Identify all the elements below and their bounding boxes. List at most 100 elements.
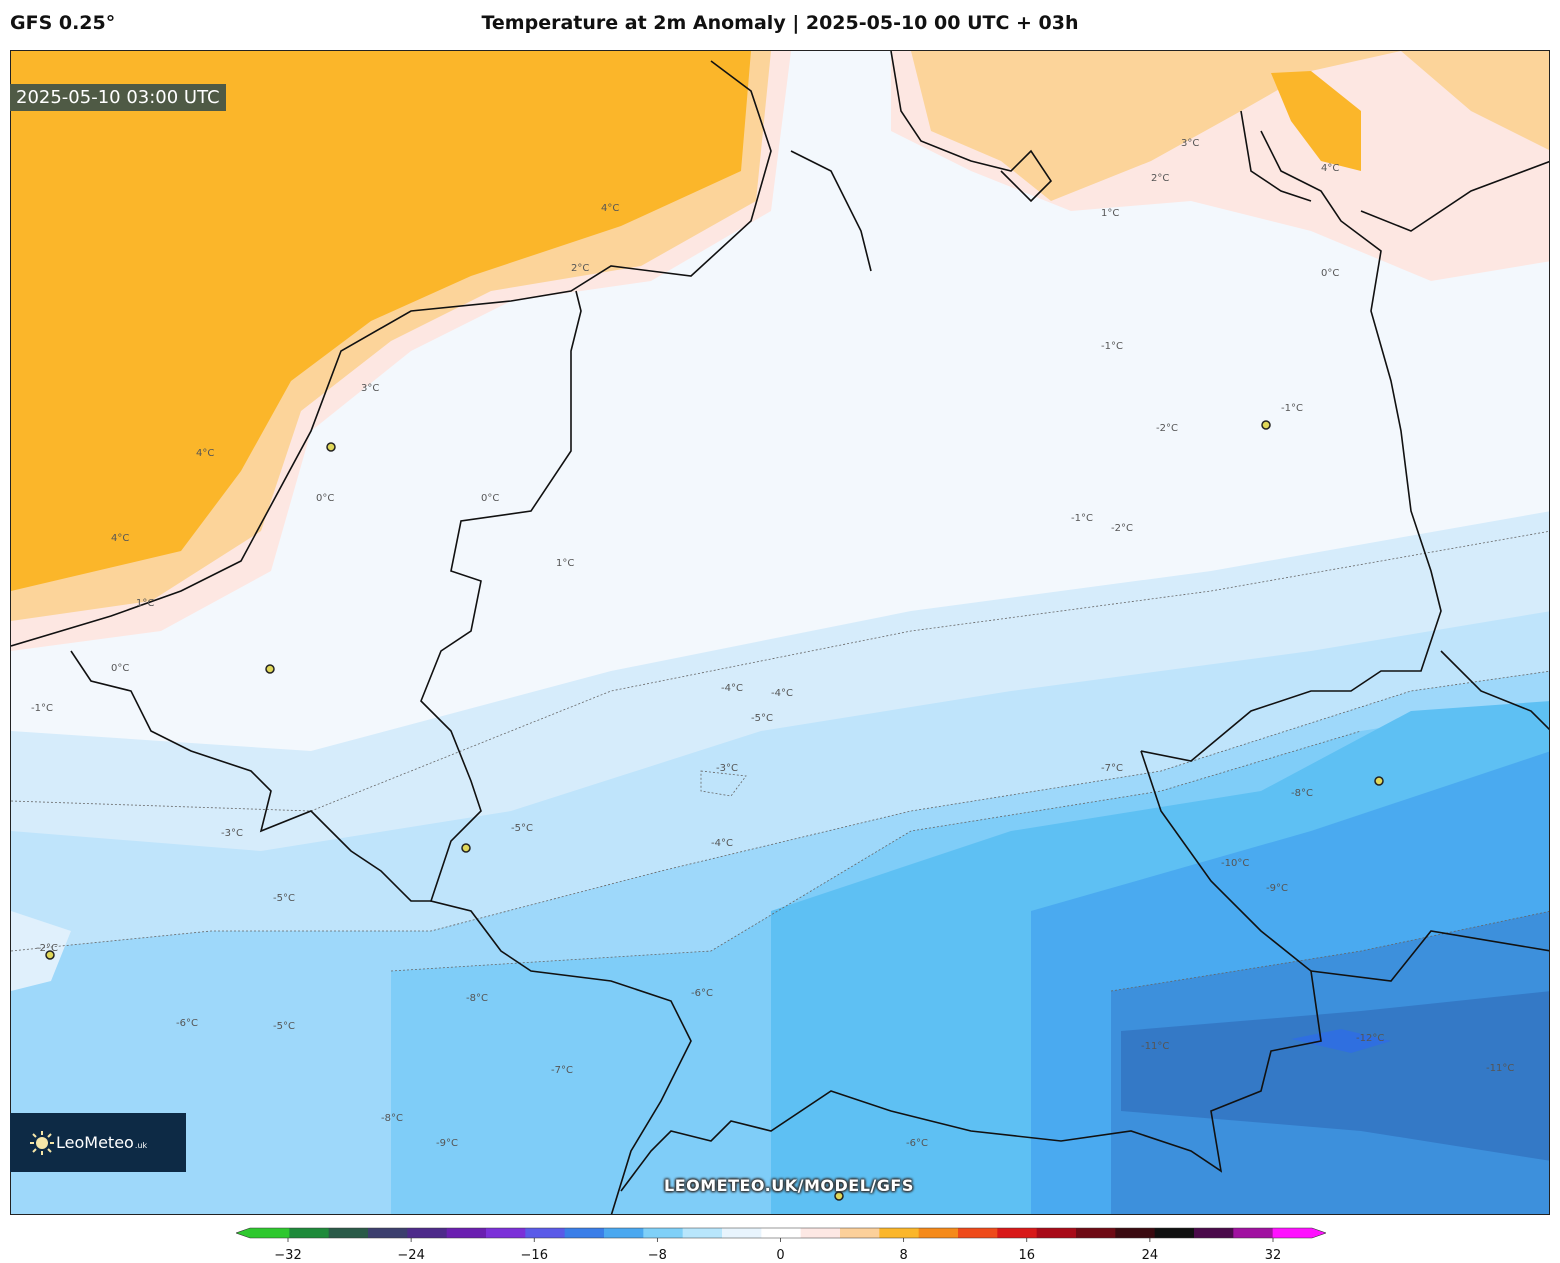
contour-label: -1°C [1101, 341, 1123, 352]
contour-label: -3°C [716, 763, 738, 774]
contour-label: -6°C [176, 1018, 198, 1029]
colorbar-swatch [525, 1228, 566, 1238]
city-marker [834, 1191, 844, 1201]
contour-label: -6°C [691, 988, 713, 999]
colorbar-tick-label: −32 [274, 1248, 301, 1263]
colorbar-swatch [879, 1228, 920, 1238]
colorbar-swatch [997, 1228, 1038, 1238]
colorbar-segments [236, 1227, 1326, 1239]
city-marker [265, 664, 275, 674]
colorbar-swatch [446, 1228, 487, 1238]
colorbar-swatch [1115, 1228, 1156, 1238]
colorbar-tick-label: 16 [1018, 1248, 1035, 1263]
contour-label: 4°C [196, 448, 214, 459]
contour-label: 3°C [1181, 138, 1199, 149]
colorbar: −32 −24 −16 −8 0 8 16 24 32 [236, 1227, 1326, 1263]
contour-label: -8°C [466, 993, 488, 1004]
colorbar-swatch [958, 1228, 998, 1238]
contour-label: -4°C [711, 838, 733, 849]
logo: LeoMeteo .uk [10, 1113, 186, 1172]
field-plus4-patch [161, 451, 206, 486]
contour-label: -1°C [1071, 513, 1093, 524]
contour-label: -5°C [273, 893, 295, 904]
colorbar-swatch [289, 1228, 330, 1238]
contour-label: -1°C [31, 703, 53, 714]
colorbar-swatch [1154, 1228, 1195, 1238]
contour-label: 0°C [1321, 268, 1339, 279]
colorbar-swatch [1272, 1228, 1313, 1238]
anomaly-map: 4°C 4°C 4°C 4°C 3°C 3°C 2°C 2°C 1°C 1°C … [11, 51, 1549, 1214]
sun-icon [30, 1130, 54, 1155]
colorbar-tick-label: 0 [776, 1248, 784, 1263]
contour-label: -12°C [1356, 1033, 1384, 1044]
colorbar-tick-label: −24 [397, 1248, 424, 1263]
colorbar-swatch [250, 1228, 290, 1238]
logo-text: LeoMeteo [56, 1133, 134, 1152]
country-borders [11, 51, 1549, 1214]
contour-label: 1°C [136, 598, 154, 609]
contour-label: -2°C [1111, 523, 1133, 534]
colorbar-tick-label: 8 [899, 1248, 907, 1263]
colorbar-swatch [761, 1228, 802, 1238]
city-markers [45, 420, 1384, 1201]
colorbar-swatch [840, 1228, 880, 1238]
contour-label: -5°C [273, 1021, 295, 1032]
contour-label: -2°C [1156, 423, 1178, 434]
contour-label: 0°C [316, 493, 334, 504]
colorbar-swatch [486, 1228, 526, 1238]
colorbar-tick-label: −8 [648, 1248, 667, 1263]
city-marker [461, 843, 471, 853]
contour-label: -9°C [1266, 883, 1288, 894]
city-marker [1261, 420, 1271, 430]
model-label: GFS 0.25° [10, 12, 116, 34]
colorbar-swatch [722, 1228, 762, 1238]
field-minus11 [1121, 991, 1549, 1161]
colorbar-swatch [368, 1228, 408, 1238]
city-marker [45, 950, 55, 960]
contour-label: -11°C [1486, 1063, 1514, 1074]
contour-label: 3°C [361, 383, 379, 394]
map-title: Temperature at 2m Anomaly | 2025-05-10 0… [481, 12, 1079, 34]
colorbar-swatch [604, 1228, 644, 1238]
contour-label: 4°C [1321, 163, 1339, 174]
contour-label: 4°C [111, 533, 129, 544]
field-minus12 [1291, 1029, 1391, 1053]
colorbar-swatch [1076, 1228, 1116, 1238]
colorbar-swatch [682, 1228, 723, 1238]
contour-label: -3°C [221, 828, 243, 839]
contour-label: -4°C [771, 688, 793, 699]
contour-label: -11°C [1141, 1041, 1169, 1052]
colorbar-tick-label: 32 [1265, 1248, 1282, 1263]
contour-label: -8°C [381, 1113, 403, 1124]
contour-label: -2°C [36, 943, 58, 954]
contour-label: 0°C [481, 493, 499, 504]
colorbar-swatch [1233, 1228, 1274, 1238]
watermark: LEOMETEO.UK/MODEL/GFS [664, 1176, 914, 1195]
contour-label-group: 4°C 4°C 4°C 4°C 3°C 3°C 2°C 2°C 1°C 1°C … [31, 138, 1514, 1149]
colorbar-swatch [1194, 1228, 1234, 1238]
contour-label: -5°C [511, 823, 533, 834]
field-local-minus2 [11, 911, 71, 991]
contour-label: 2°C [571, 263, 589, 274]
contour-lines [11, 530, 1549, 992]
colorbar-swatch [564, 1228, 605, 1238]
contour-label: 1°C [1101, 208, 1119, 219]
contour-label: 0°C [111, 663, 129, 674]
contour-label: -4°C [721, 683, 743, 694]
field-plus4-north [1271, 71, 1361, 171]
contour-label: 1°C [556, 558, 574, 569]
colorbar-swatch [328, 1228, 369, 1238]
colorbar-swatch [643, 1228, 684, 1238]
contour-label: -10°C [1221, 858, 1249, 869]
colorbar-tick-label: −16 [521, 1248, 548, 1263]
colorbar-min-arrow [236, 1228, 250, 1238]
colorbar-outline [236, 1227, 1326, 1239]
contour-label: -8°C [1291, 788, 1313, 799]
colorbar-swatch [918, 1228, 959, 1238]
colorbar-ticks: −32 −24 −16 −8 0 8 16 24 32 [274, 1238, 1281, 1263]
valid-time-label: 2025-05-10 03:00 UTC [10, 84, 226, 111]
logo-suffix: .uk [134, 1141, 148, 1150]
contour-label: 4°C [601, 203, 619, 214]
colorbar-swatch [1036, 1228, 1077, 1238]
colorbar-max-arrow [1312, 1228, 1326, 1238]
